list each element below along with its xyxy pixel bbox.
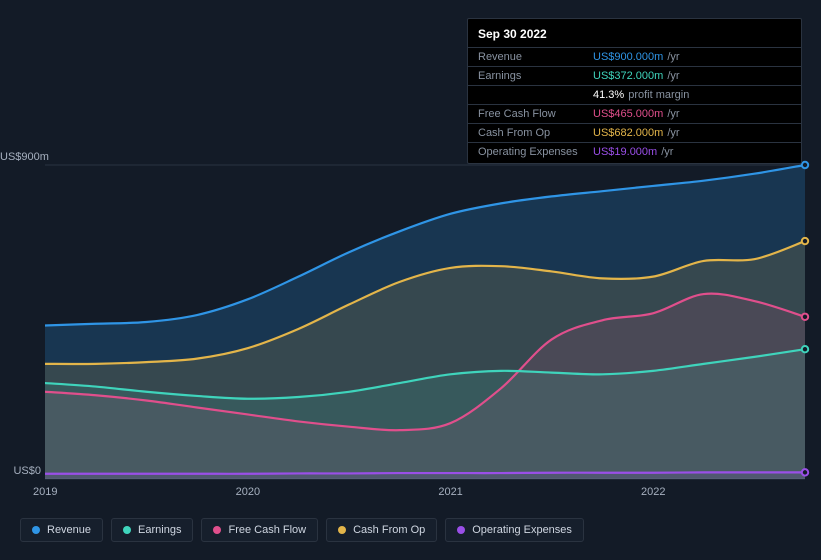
x-axis-tick-label: 2021 [438, 486, 462, 498]
tooltip-row-unit: /yr [667, 51, 679, 63]
tooltip-row-value: 41.3% [593, 89, 624, 101]
tooltip-row: 41.3% profit margin [468, 85, 801, 104]
legend-swatch [457, 526, 465, 534]
x-axis-tick-label: 2019 [33, 486, 57, 498]
tooltip-row-unit: /yr [667, 127, 679, 139]
tooltip-row-value: US$19.000m [593, 146, 657, 158]
legend-item-operating-expenses[interactable]: Operating Expenses [445, 518, 584, 542]
tooltip-row-value: US$682.000m [593, 127, 663, 139]
tooltip-row: Operating ExpensesUS$19.000m/yr [468, 142, 801, 161]
chart-plot[interactable] [45, 160, 815, 484]
legend-label: Cash From Op [353, 524, 425, 536]
tooltip-row: Cash From OpUS$682.000m/yr [468, 123, 801, 142]
tooltip-row-value: US$465.000m [593, 108, 663, 120]
legend-swatch [213, 526, 221, 534]
chart-tooltip: Sep 30 2022 RevenueUS$900.000m/yrEarning… [467, 18, 802, 164]
legend-item-earnings[interactable]: Earnings [111, 518, 193, 542]
tooltip-row-unit: /yr [667, 108, 679, 120]
series-endpoint-revenue[interactable] [802, 162, 808, 168]
chart-legend: Revenue Earnings Free Cash Flow Cash From O… [20, 518, 584, 542]
legend-swatch [32, 526, 40, 534]
series-endpoint-earnings[interactable] [802, 346, 808, 352]
legend-swatch [338, 526, 346, 534]
legend-label: Earnings [138, 524, 181, 536]
tooltip-row-value: US$372.000m [593, 70, 663, 82]
legend-item-cash-from-op[interactable]: Cash From Op [326, 518, 437, 542]
legend-label: Operating Expenses [472, 524, 572, 536]
legend-label: Revenue [47, 524, 91, 536]
tooltip-row-unit: profit margin [628, 89, 689, 101]
tooltip-row-value: US$900.000m [593, 51, 663, 63]
tooltip-row-label: Free Cash Flow [478, 108, 593, 120]
tooltip-row-label: Revenue [478, 51, 593, 63]
series-endpoint-cash-from-op[interactable] [802, 238, 808, 244]
legend-item-free-cash-flow[interactable]: Free Cash Flow [201, 518, 318, 542]
tooltip-row-unit: /yr [667, 70, 679, 82]
legend-swatch [123, 526, 131, 534]
y-axis-tick-label: US$0 [0, 465, 41, 477]
tooltip-row-label: Earnings [478, 70, 593, 82]
tooltip-row-label: Operating Expenses [478, 146, 593, 158]
y-axis-tick-label: US$900m [0, 151, 41, 163]
x-axis-tick-label: 2022 [641, 486, 665, 498]
series-endpoint-free-cash-flow[interactable] [802, 314, 808, 320]
tooltip-row: Free Cash FlowUS$465.000m/yr [468, 104, 801, 123]
tooltip-row-unit: /yr [661, 146, 673, 158]
tooltip-row-label: Cash From Op [478, 127, 593, 139]
tooltip-row: RevenueUS$900.000m/yr [468, 47, 801, 66]
series-endpoint-operating-expenses[interactable] [802, 469, 808, 475]
tooltip-title: Sep 30 2022 [468, 25, 801, 47]
legend-item-revenue[interactable]: Revenue [20, 518, 103, 542]
tooltip-row: EarningsUS$372.000m/yr [468, 66, 801, 85]
financial-chart: US$0 US$900m 2019 2020 2021 2022 Sep 30 2022… [0, 0, 821, 560]
legend-label: Free Cash Flow [228, 524, 306, 536]
x-axis-tick-label: 2020 [236, 486, 260, 498]
